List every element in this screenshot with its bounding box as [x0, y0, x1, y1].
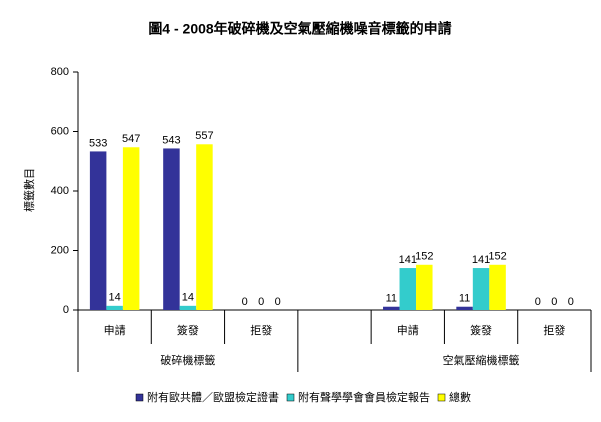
data-label: 141	[399, 254, 417, 266]
bar	[472, 268, 490, 310]
bar	[489, 264, 506, 310]
data-label: 0	[242, 296, 248, 308]
group-label: 空氣壓縮機標籤	[443, 353, 520, 367]
bar	[163, 148, 180, 310]
x-tick-label: 拒發	[543, 323, 565, 337]
x-tick-label: 申請	[104, 323, 126, 337]
data-label: 0	[535, 296, 541, 308]
data-label: 141	[472, 254, 490, 266]
bar	[179, 305, 197, 310]
data-label: 152	[488, 251, 506, 263]
bar	[106, 305, 123, 310]
x-tick-label: 簽發	[470, 323, 492, 337]
data-label: 533	[89, 137, 107, 149]
y-axis-label: 標籤數目	[22, 168, 36, 212]
data-label: 0	[258, 296, 264, 308]
x-tick-label: 申請	[397, 323, 419, 337]
bar	[383, 306, 400, 310]
data-label: 543	[162, 134, 180, 146]
y-tick-label: 400	[51, 185, 69, 197]
x-tick-label: 拒發	[250, 323, 272, 337]
data-label: 0	[275, 296, 281, 308]
y-tick-label: 600	[51, 125, 69, 137]
y-tick-label: 800	[51, 66, 69, 78]
legend-swatch	[135, 393, 144, 402]
data-label: 11	[459, 293, 470, 305]
data-label: 14	[182, 292, 194, 304]
legend-swatch	[286, 393, 295, 402]
group-label: 破碎機標籤	[160, 353, 215, 367]
bar	[456, 306, 473, 310]
data-label: 11	[386, 293, 397, 305]
y-tick-label: 0	[63, 304, 69, 316]
x-tick-label: 簽發	[177, 323, 199, 337]
data-label: 14	[109, 292, 121, 304]
data-label: 547	[122, 133, 140, 145]
bar	[89, 151, 107, 310]
bar	[399, 268, 417, 310]
legend-label: 總數	[449, 390, 471, 404]
bar	[416, 264, 433, 310]
data-label: 0	[568, 296, 574, 308]
data-label: 152	[415, 251, 433, 263]
bar	[122, 147, 140, 310]
y-tick-label: 200	[51, 244, 69, 256]
legend-swatch	[437, 393, 446, 402]
chart-title: 圖4 - 2008年破碎機及空氣壓縮機噪音標籤的申請	[148, 21, 451, 37]
bar	[196, 144, 213, 310]
legend-label: 附有歐共體／歐盟檢定證書	[147, 390, 279, 404]
legend-label: 附有聲學學會會員檢定報告	[298, 390, 430, 404]
data-label: 557	[195, 130, 213, 142]
data-label: 0	[551, 296, 557, 308]
